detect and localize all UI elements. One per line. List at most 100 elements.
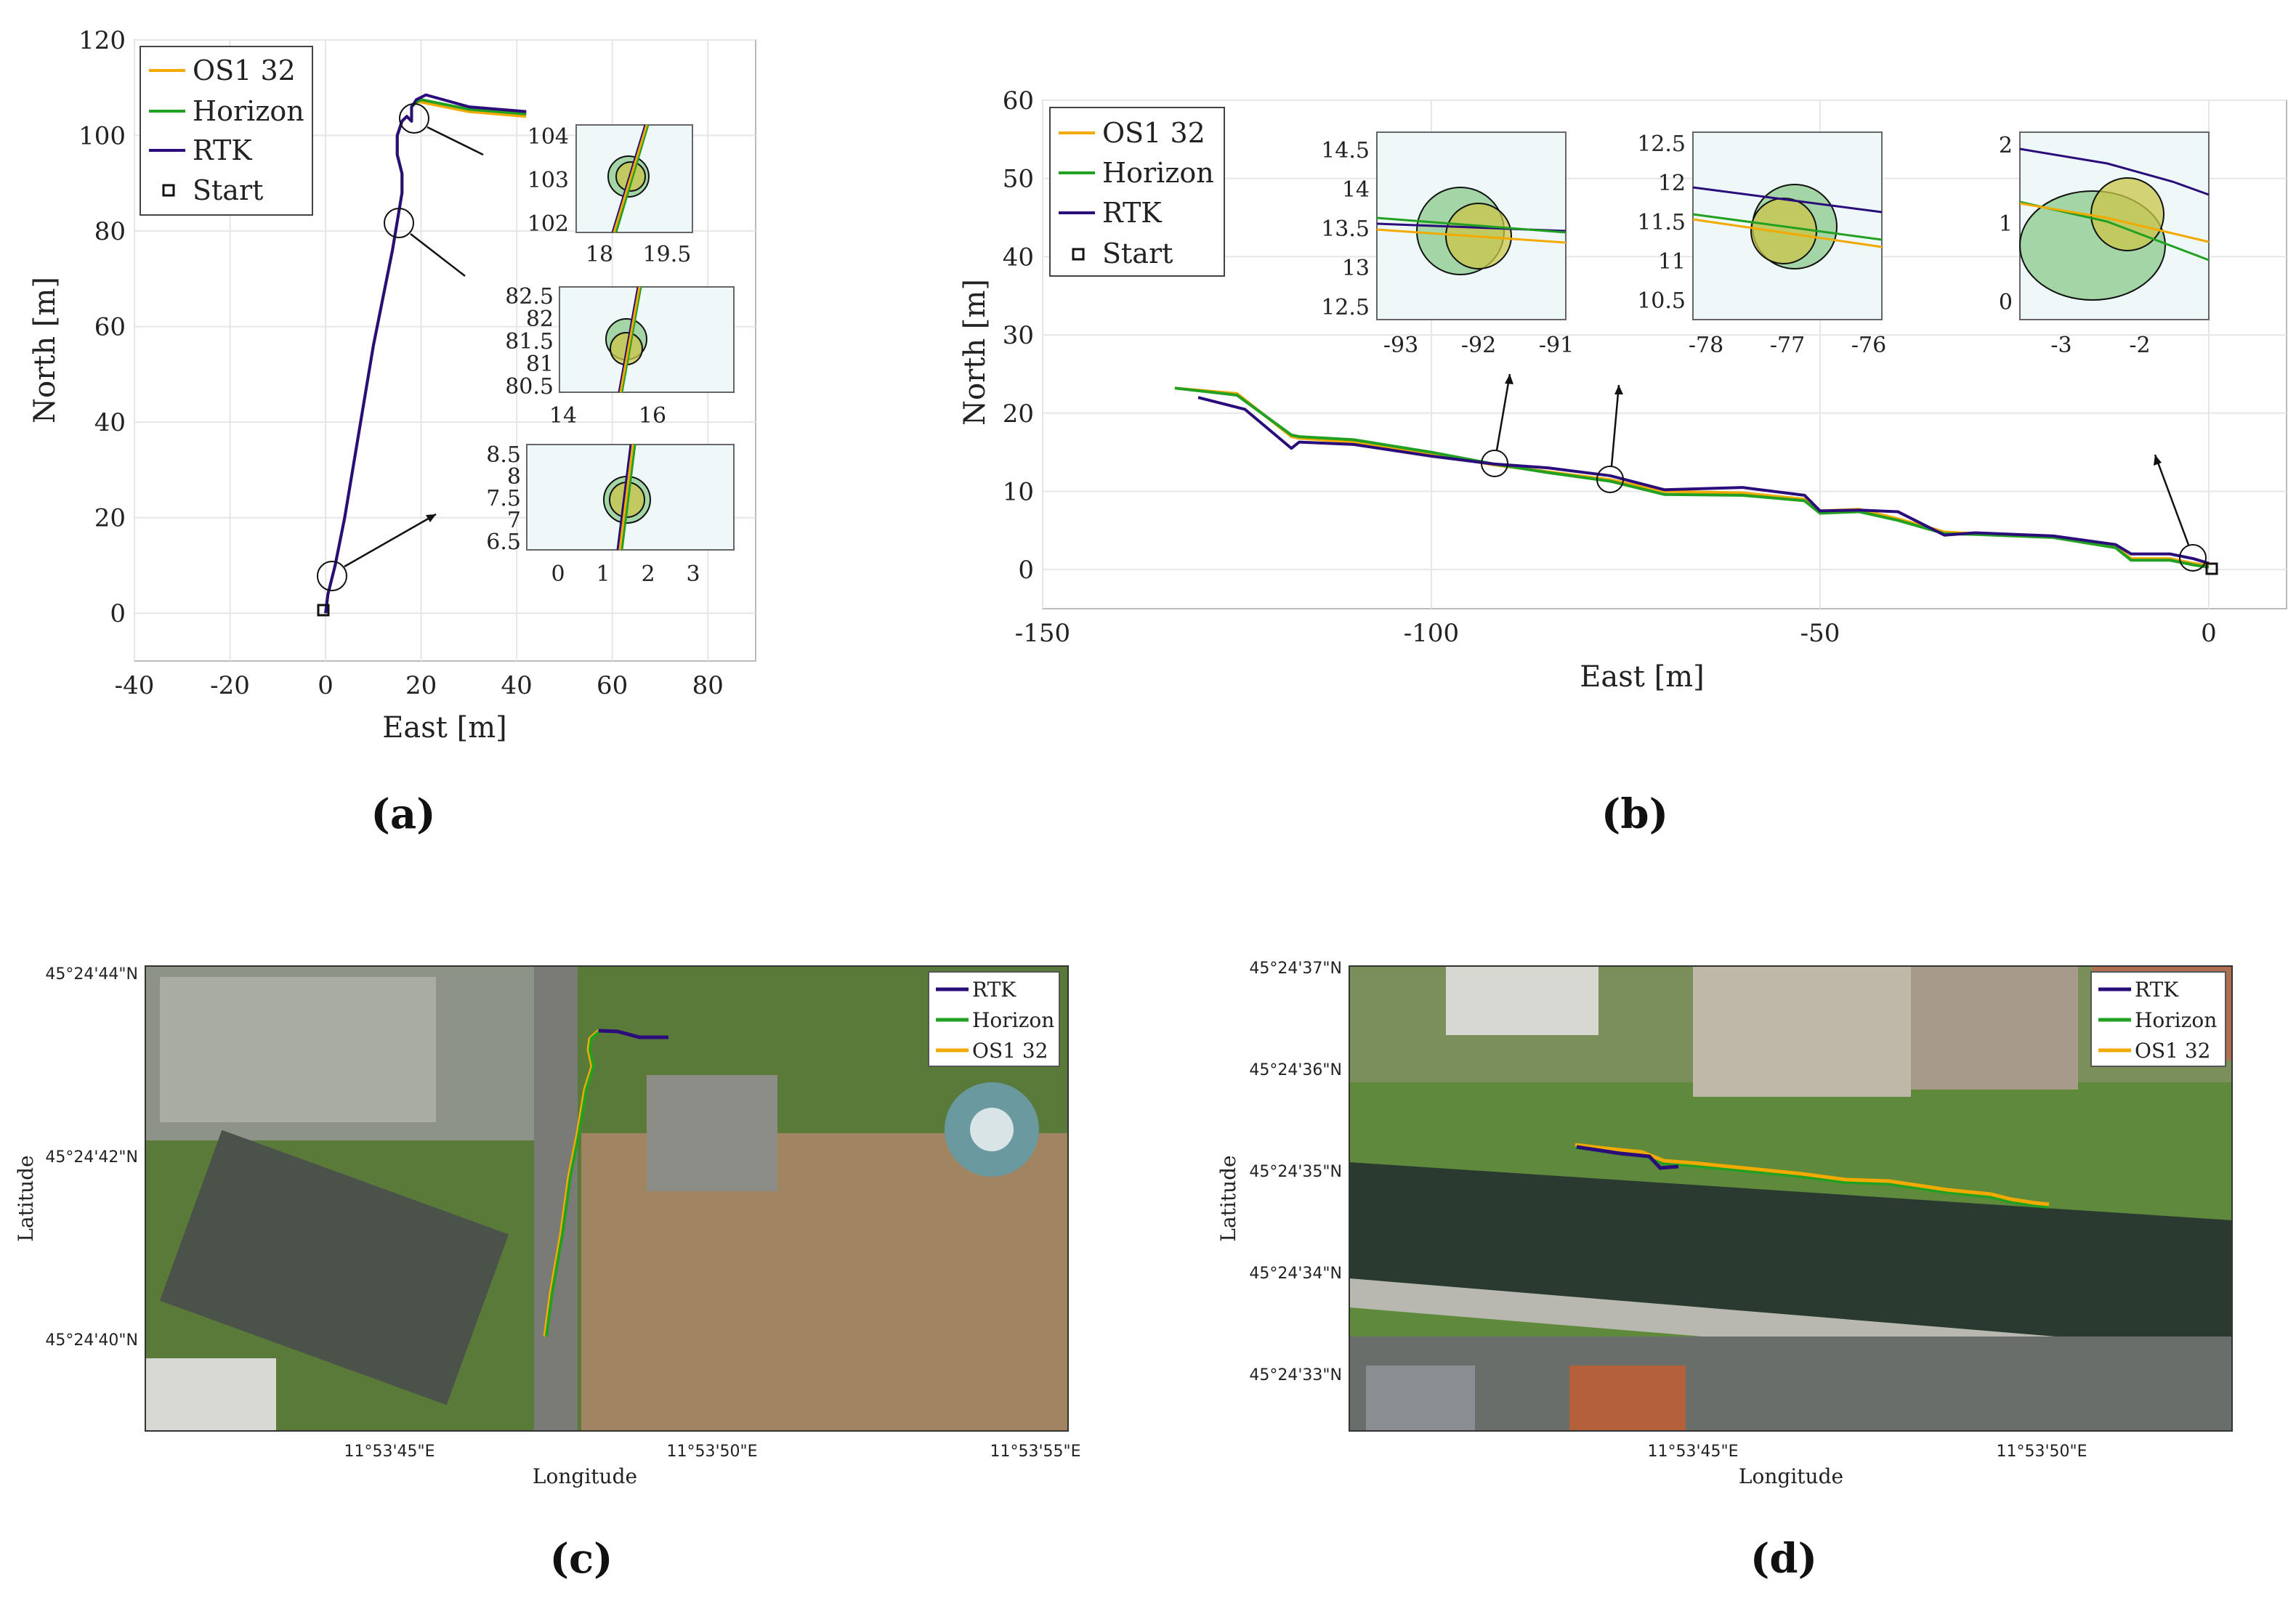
series-line-horizon	[1174, 386, 2210, 569]
inset-x-tick: 16	[639, 403, 666, 429]
legend-swatch-start	[162, 184, 175, 197]
marker-circle	[384, 208, 414, 238]
marker-circle	[399, 103, 429, 134]
x-axis-label: East [m]	[1580, 660, 1705, 694]
legend-entry: OS1 32	[1102, 117, 1205, 149]
lat-tick: 45°24'34"N	[1249, 1265, 1342, 1283]
legend-entry: Horizon	[1102, 157, 1214, 189]
inset-x-tick: 14	[549, 403, 577, 429]
marker-circle	[1481, 450, 1508, 477]
inset-x-tick: -91	[1539, 333, 1574, 358]
y-tick-label: 40	[94, 408, 126, 437]
inset-x-tick: 19.5	[643, 242, 692, 267]
y-axis-label: Latitude	[1216, 1155, 1240, 1241]
x-tick-label: -50	[1800, 619, 1840, 648]
inset-y-tick: 14.5	[1321, 138, 1370, 163]
inset-a1: 104 103 102 18 19.5	[527, 124, 693, 267]
x-tick-label: -40	[115, 671, 155, 700]
lon-tick: 11°53'50"E	[666, 1443, 757, 1461]
legend-entry: RTK	[1102, 197, 1162, 229]
legend-entry: Horizon	[193, 95, 304, 127]
legend-entry: RTK	[972, 978, 1016, 1002]
legend: RTK Horizon OS1 32	[928, 971, 1060, 1067]
legend-entry: Start	[1102, 238, 1173, 269]
lat-tick: 45°24'44"N	[45, 965, 138, 983]
satellite-image-d	[1349, 966, 2232, 1431]
inset-a3: 8.5 8 7.5 7 6.5 0 1 2 3	[486, 442, 735, 587]
panel-label-b: (b)	[1601, 790, 1668, 838]
inset-b3: 2 1 0 -3 -2	[1999, 131, 2210, 358]
x-axis-label: Longitude	[533, 1464, 637, 1488]
inset-x-tick: -78	[1689, 333, 1723, 358]
inset-y-tick: 2	[1999, 133, 2013, 158]
inset-y-tick: 13.5	[1321, 216, 1370, 242]
panel-label-d: (d)	[1750, 1535, 1817, 1583]
panel-label-a: (a)	[371, 790, 435, 838]
trajectory-rtk	[1576, 1145, 1679, 1170]
inset-y-tick: 82	[526, 307, 554, 332]
inset-y-tick: 12.5	[1637, 131, 1686, 157]
y-tick-label: 20	[1003, 400, 1034, 429]
inset-y-tick: 8	[507, 464, 521, 490]
marker-circle	[2179, 544, 2207, 572]
inset-x-tick: 2	[641, 561, 655, 587]
legend-entry: Horizon	[2135, 1008, 2217, 1032]
legend-entry: Horizon	[972, 1008, 1054, 1032]
x-tick-label: -150	[1015, 619, 1070, 648]
y-axis-label: North [m]	[28, 277, 62, 423]
start-marker	[2205, 562, 2218, 575]
marker-circle	[1596, 466, 1624, 493]
legend-entry: OS1 32	[972, 1039, 1048, 1063]
inset-y-tick: 7.5	[486, 486, 521, 511]
legend-entry: RTK	[193, 134, 252, 166]
y-tick-label: 0	[110, 599, 126, 628]
inset-b1: 14.5 14 13.5 13 12.5 -93 -92 -91	[1321, 131, 1574, 358]
panel-c-map: RTK Horizon OS1 32 45°24'44"N 45°24'42"N…	[14, 965, 1081, 1583]
inset-x-tick: 0	[551, 561, 565, 587]
lat-tick: 45°24'37"N	[1249, 960, 1342, 978]
trajectory-os1	[1575, 1143, 2050, 1206]
lat-tick: 45°24'36"N	[1249, 1061, 1342, 1079]
y-tick-label: 100	[78, 122, 126, 151]
trajectory-horizon	[545, 1029, 602, 1337]
lon-tick: 11°53'45"E	[1647, 1443, 1738, 1461]
inset-x-tick: -76	[1851, 333, 1886, 358]
lon-tick: 11°53'45"E	[344, 1443, 434, 1461]
inset-x-tick: -2	[2129, 333, 2150, 358]
y-tick-label: 20	[94, 504, 126, 533]
inset-y-tick: 0	[1999, 290, 2013, 315]
arrow-head	[426, 514, 436, 522]
inset-pointer-arrow	[2154, 454, 2190, 545]
trajectory-rtk	[598, 1029, 668, 1039]
inset-x-tick: -93	[1383, 333, 1418, 358]
legend-entry: OS1 32	[2135, 1039, 2210, 1063]
inset-y-tick: 103	[527, 168, 569, 193]
panel-label-c: (c)	[549, 1535, 613, 1583]
inset-y-tick: 80.5	[505, 374, 554, 400]
y-tick-label: 30	[1003, 321, 1034, 350]
legend-box	[140, 46, 313, 216]
inset-x-tick: -77	[1770, 333, 1805, 358]
legend: OS1 32 Horizon RTK Start	[140, 46, 313, 216]
legend-entry: OS1 32	[193, 54, 296, 86]
y-tick-label: 40	[1003, 243, 1034, 272]
x-tick-label: 0	[2201, 619, 2217, 648]
inset-pointer-arrow	[427, 126, 484, 156]
legend-entry: Start	[193, 174, 263, 206]
y-axis-label: North [m]	[958, 279, 992, 426]
lat-tick: 45°24'42"N	[45, 1148, 138, 1167]
satellite-image-c	[145, 966, 1068, 1431]
inset-y-tick: 13	[1342, 256, 1370, 281]
x-tick-label: 80	[692, 671, 724, 700]
y-tick-label: 10	[1003, 477, 1034, 506]
inset-y-tick: 81.5	[505, 329, 554, 354]
inset-pointer-arrow	[1495, 373, 1511, 451]
inset-a2: 82.5 82 81.5 81 80.5 14 16	[505, 284, 735, 429]
inset-y-tick: 6.5	[486, 530, 521, 555]
inset-b2: 12.5 12 11.5 11 10.5 -78 -77 -76	[1637, 131, 1886, 358]
lat-tick: 45°24'40"N	[45, 1331, 138, 1350]
y-tick-label: 50	[1003, 165, 1034, 194]
